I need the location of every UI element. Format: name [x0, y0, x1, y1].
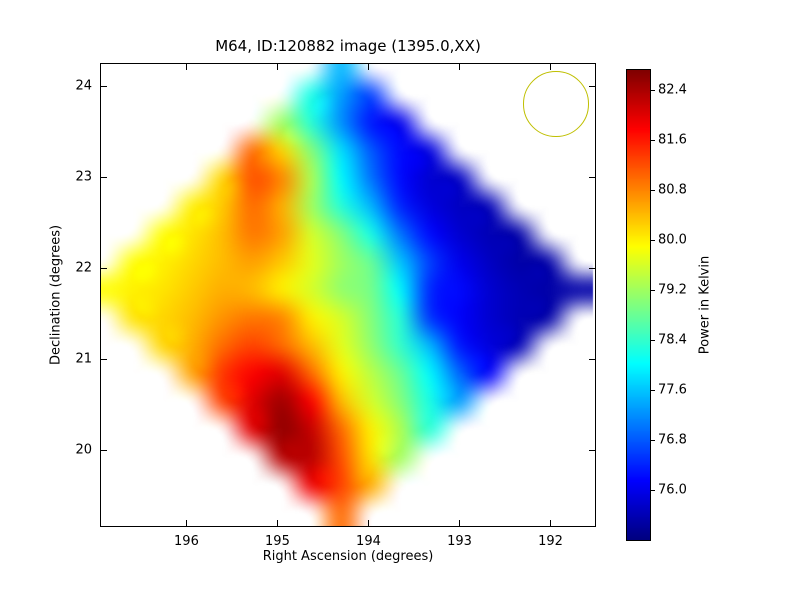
- colorbar-tick-label: 78.4: [658, 332, 687, 348]
- colorbar-tick-mark: [651, 140, 655, 141]
- y-axis-label: Declination (degrees): [48, 224, 64, 366]
- colorbar-tick-mark: [651, 440, 655, 441]
- x-tick-label: 192: [538, 534, 563, 549]
- x-tick-label: 193: [447, 534, 472, 549]
- colorbar-tick-mark: [651, 340, 655, 341]
- y-tick-label: 22: [75, 260, 92, 276]
- y-tick-label: 20: [75, 442, 92, 458]
- y-tick-label: 23: [75, 169, 92, 185]
- colorbar-tick-label: 82.4: [658, 82, 687, 98]
- y-tick-label: 24: [75, 78, 92, 94]
- y-tick-mark: [101, 85, 107, 87]
- x-tick-mark: [368, 520, 370, 526]
- x-tick-label: 195: [265, 534, 290, 549]
- colorbar-tick-mark: [651, 290, 655, 291]
- y-tick-mark: [101, 267, 107, 269]
- y-tick-mark: [589, 449, 595, 451]
- y-tick-mark: [101, 176, 107, 178]
- colorbar-tick-label: 81.6: [658, 132, 687, 148]
- x-tick-mark: [368, 64, 370, 70]
- colorbar-tick-label: 80.0: [658, 232, 687, 248]
- x-tick-mark: [186, 64, 188, 70]
- colorbar-tick-label: 80.8: [658, 182, 687, 198]
- x-tick-mark: [277, 64, 279, 70]
- x-tick-mark: [277, 520, 279, 526]
- y-tick-mark: [101, 358, 107, 360]
- colorbar-tick-label: 79.2: [658, 282, 687, 298]
- colorbar-tick-mark: [651, 240, 655, 241]
- heatmap-image: [100, 63, 596, 527]
- colorbar-tick-mark: [651, 390, 655, 391]
- y-tick-mark: [589, 85, 595, 87]
- colorbar-label: Power in Kelvin: [697, 255, 713, 355]
- y-tick-mark: [589, 176, 595, 178]
- x-tick-mark: [459, 520, 461, 526]
- y-tick-label: 21: [75, 351, 92, 367]
- colorbar-tick-mark: [651, 490, 655, 491]
- colorbar-tick-label: 76.8: [658, 432, 687, 448]
- x-tick-label: 196: [174, 534, 199, 549]
- colorbar-tick-mark: [651, 90, 655, 91]
- colorbar-tick-label: 77.6: [658, 382, 687, 398]
- plot-title: M64, ID:120882 image (1395.0,XX): [215, 37, 481, 55]
- colorbar-gradient: [627, 70, 650, 540]
- x-axis-label: Right Ascension (degrees): [262, 549, 434, 564]
- y-tick-mark: [589, 267, 595, 269]
- beam-circle: [523, 71, 589, 137]
- y-tick-mark: [101, 449, 107, 451]
- colorbar: [626, 69, 651, 541]
- x-tick-mark: [550, 520, 552, 526]
- colorbar-tick-mark: [651, 190, 655, 191]
- x-tick-mark: [550, 64, 552, 70]
- x-tick-label: 194: [356, 534, 381, 549]
- y-tick-mark: [589, 358, 595, 360]
- colorbar-tick-label: 76.0: [658, 482, 687, 498]
- x-tick-mark: [186, 520, 188, 526]
- x-tick-mark: [459, 64, 461, 70]
